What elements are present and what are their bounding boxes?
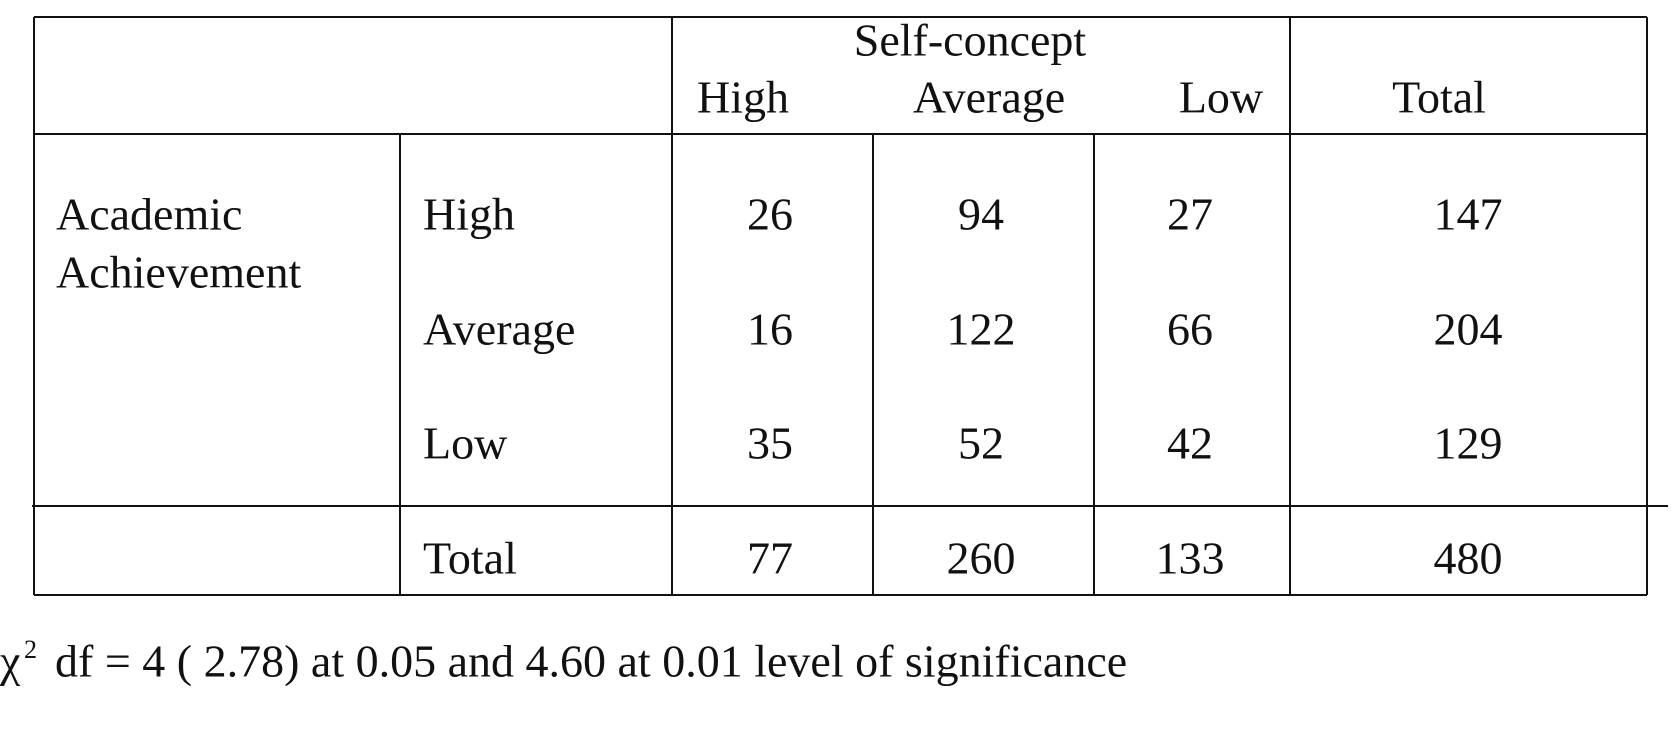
row-label: Low <box>423 418 508 469</box>
cell: 66 <box>1167 304 1213 355</box>
footnote-symbol: χ <box>0 636 21 687</box>
total-cell: 480 <box>1434 533 1503 584</box>
row-label: High <box>423 189 515 240</box>
column-header: Total <box>1392 72 1486 123</box>
total-cell: 147 <box>1434 189 1503 240</box>
footnote-text: df = 4 ( 2.78) at 0.05 and 4.60 at 0.01 … <box>55 636 1127 687</box>
total-cell: 129 <box>1434 418 1503 469</box>
cell: 16 <box>747 304 793 355</box>
cell: 133 <box>1156 533 1225 584</box>
footnote-superscript: 2 <box>24 635 37 664</box>
cell: 94 <box>958 189 1004 240</box>
group-header: Self-concept <box>854 15 1087 66</box>
total-cell: 204 <box>1434 304 1503 355</box>
column-header: Low <box>1179 72 1264 123</box>
column-header: High <box>697 72 789 123</box>
row-label: Average <box>423 304 575 355</box>
column-header: Average <box>913 72 1065 123</box>
cell: 77 <box>747 533 793 584</box>
table-borders <box>32 16 1668 596</box>
row-label: Total <box>423 533 517 584</box>
cell: 260 <box>947 533 1016 584</box>
cell: 122 <box>947 304 1016 355</box>
row-group-label: Academic <box>56 189 242 240</box>
row-group-label: Achievement <box>56 247 301 298</box>
cell: 27 <box>1167 189 1213 240</box>
cell: 35 <box>747 418 793 469</box>
cell: 42 <box>1167 418 1213 469</box>
cell: 52 <box>958 418 1004 469</box>
cell: 26 <box>747 189 793 240</box>
